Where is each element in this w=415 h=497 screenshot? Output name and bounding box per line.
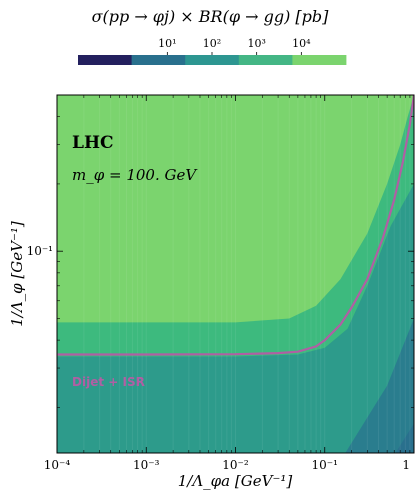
colorbar-segment xyxy=(238,55,293,65)
colorbar: σ(pp → φj) × BR(φ → gg) [pb] 10¹ 10² 10³ 10… xyxy=(78,7,347,65)
x-axis-label: 1/Λ_φa [GeV⁻¹] xyxy=(178,472,293,490)
mass-label: m_φ = 100. GeV xyxy=(72,166,198,184)
x-tick-label: 10⁻² xyxy=(222,458,249,472)
grid xyxy=(57,95,411,453)
colorbar-title: σ(pp → φj) × BR(φ → gg) [pb] xyxy=(92,7,330,26)
colorbar-segment xyxy=(292,55,347,65)
colorbar-segments xyxy=(78,55,347,65)
colorbar-tick-label: 10⁴ xyxy=(292,37,311,50)
plot-area: 10⁻⁴ 10⁻³ 10⁻² 10⁻¹ 1 10⁻¹ LHC m_φ = 100. Ge… xyxy=(27,94,415,472)
x-tick-label: 10⁻⁴ xyxy=(44,458,71,472)
colorbar-segment xyxy=(185,55,240,65)
colorbar-segment xyxy=(78,55,132,65)
colorbar-ticks: 10¹ 10² 10³ 10⁴ xyxy=(158,37,311,55)
y-tick-label: 10⁻¹ xyxy=(27,244,53,258)
colorbar-segment xyxy=(131,55,186,65)
heatmap-region xyxy=(57,183,414,453)
heatmap-region xyxy=(395,423,414,453)
x-ticks: 10⁻⁴ 10⁻³ 10⁻² 10⁻¹ 1 xyxy=(44,95,415,472)
collider-label: LHC xyxy=(72,133,114,153)
colorbar-tick-label: 10³ xyxy=(247,37,265,50)
colorbar-tick-label: 10² xyxy=(203,37,221,50)
curve-label: Dijet + ISR xyxy=(72,375,145,389)
heatmap-region xyxy=(345,318,414,453)
y-axis-label: 1/Λ_φ [GeV⁻¹] xyxy=(8,221,26,327)
x-tick-label: 10⁻¹ xyxy=(312,458,338,472)
x-tick-label: 10⁻³ xyxy=(133,458,160,472)
colorbar-tick-label: 10¹ xyxy=(158,37,176,50)
y-ticks: 10⁻¹ xyxy=(27,116,414,408)
heatmap-regions xyxy=(57,95,414,453)
exclusion-curve xyxy=(57,95,414,356)
x-tick-label: 1 xyxy=(402,458,410,472)
